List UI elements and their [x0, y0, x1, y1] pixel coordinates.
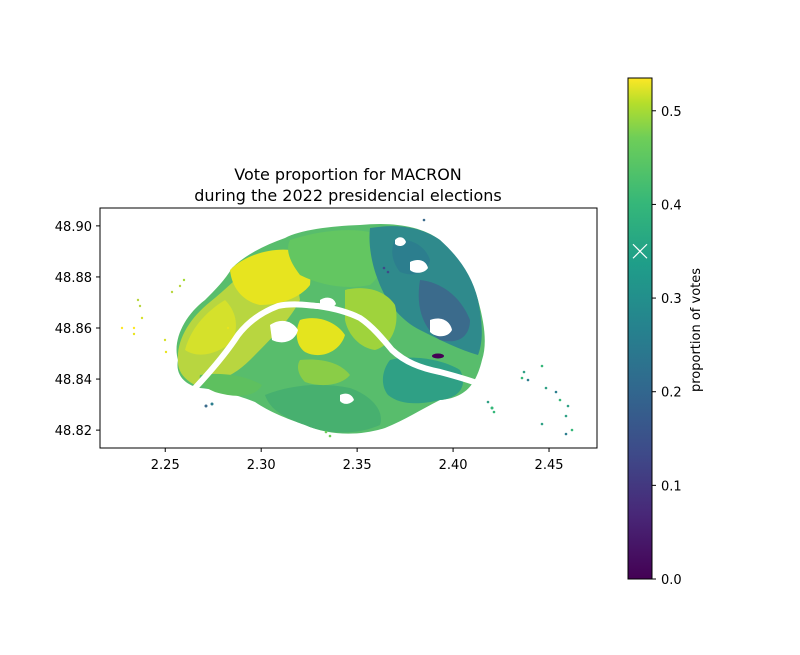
scatter-point: [566, 404, 570, 408]
scatter-point: [204, 404, 208, 408]
colorbar: 0.0 0.1 0.2 0.3 0.4 0.5 proportion of vo…: [627, 77, 704, 588]
park-gap-1: [270, 320, 298, 343]
paris-choropleth: [120, 218, 574, 438]
y-tick-label: 48.82: [55, 424, 92, 439]
scatter-point: [120, 326, 124, 330]
park-gap-5: [340, 393, 354, 404]
scatter-point: [178, 284, 182, 288]
scatter-point: [570, 428, 574, 432]
seine-river: [192, 301, 485, 391]
paris-center-yellow-zone: [296, 318, 345, 356]
colorbar-tick-label: 0.1: [661, 479, 682, 494]
scatter-point: [492, 410, 496, 414]
paris-west-yellow-zone: [185, 300, 236, 355]
scatter-point: [140, 316, 144, 320]
scatter-point: [382, 266, 386, 270]
scatter-point: [540, 422, 544, 426]
x-tick-label: 2.25: [151, 458, 180, 473]
scatter-point: [163, 338, 167, 342]
marker-stroke-b: [632, 243, 648, 259]
scatter-point: [558, 398, 562, 402]
scatter-point: [132, 326, 136, 330]
colorbar-ticks: 0.0 0.1 0.2 0.3 0.4 0.5: [652, 105, 682, 588]
scatter-point: [170, 290, 174, 294]
paris-north-center-zone: [288, 230, 383, 287]
x-axis: 2.25 2.30 2.35 2.40 2.45: [151, 448, 564, 473]
park-gap-4: [410, 260, 428, 273]
x-tick-label: 2.40: [439, 458, 468, 473]
paris-southwest-zone: [199, 373, 262, 396]
scatter-point: [164, 350, 168, 354]
x-tick-label: 2.35: [343, 458, 372, 473]
y-tick-label: 48.90: [55, 220, 92, 235]
scatter-point: [522, 370, 526, 374]
scatter-point: [136, 298, 140, 302]
y-tick-label: 48.86: [55, 322, 92, 337]
scatter-point: [544, 386, 548, 390]
x-tick-label: 2.30: [247, 458, 276, 473]
scatter-point: [564, 432, 568, 436]
colorbar-label: proportion of votes: [689, 268, 704, 392]
paris-southeast-zone: [382, 357, 464, 404]
paris-northwest-zone: [230, 249, 311, 305]
scatter-point: [486, 400, 490, 404]
colorbar-gradient: [627, 77, 653, 580]
map-title-line-1: Vote proportion for MACRON: [234, 165, 462, 184]
scatter-point: [520, 376, 524, 380]
low-proportion-spot: [432, 353, 444, 359]
colorbar-tick-label: 0.0: [661, 573, 682, 588]
scatter-point: [540, 364, 544, 368]
scatter-point: [386, 270, 390, 274]
x-tick-label: 2.45: [535, 458, 564, 473]
scatter-point: [554, 390, 558, 394]
paris-south-center-zone: [297, 359, 350, 386]
colorbar-tick-label: 0.4: [661, 198, 682, 213]
colorbar-tick-label: 0.5: [661, 105, 682, 120]
y-tick-label: 48.88: [55, 271, 92, 286]
scatter-point: [564, 414, 568, 418]
colorbar-value-marker: [632, 243, 648, 259]
scatter-point: [328, 434, 332, 438]
scatter-point: [324, 430, 328, 434]
paris-center-east-zone: [345, 288, 397, 350]
scatter-point: [526, 378, 530, 382]
scatter-point: [226, 326, 230, 330]
y-axis: 48.90 48.88 48.86 48.84 48.82: [55, 220, 100, 439]
park-gap-3: [320, 297, 336, 309]
scatter-point: [138, 304, 142, 308]
scatter-point: [132, 332, 136, 336]
park-gap-2: [430, 318, 452, 337]
scatter-point: [490, 406, 494, 410]
colorbar-tick-label: 0.2: [661, 386, 682, 401]
colorbar-tick-label: 0.3: [661, 292, 682, 307]
park-gap-6: [395, 237, 406, 247]
y-tick-label: 48.84: [55, 373, 92, 388]
scatter-point: [210, 402, 214, 406]
scatter-point: [422, 218, 426, 222]
scatter-point: [182, 278, 186, 282]
map-title-line-2: during the 2022 presidencial elections: [194, 186, 502, 205]
scattered-points: [120, 218, 574, 438]
